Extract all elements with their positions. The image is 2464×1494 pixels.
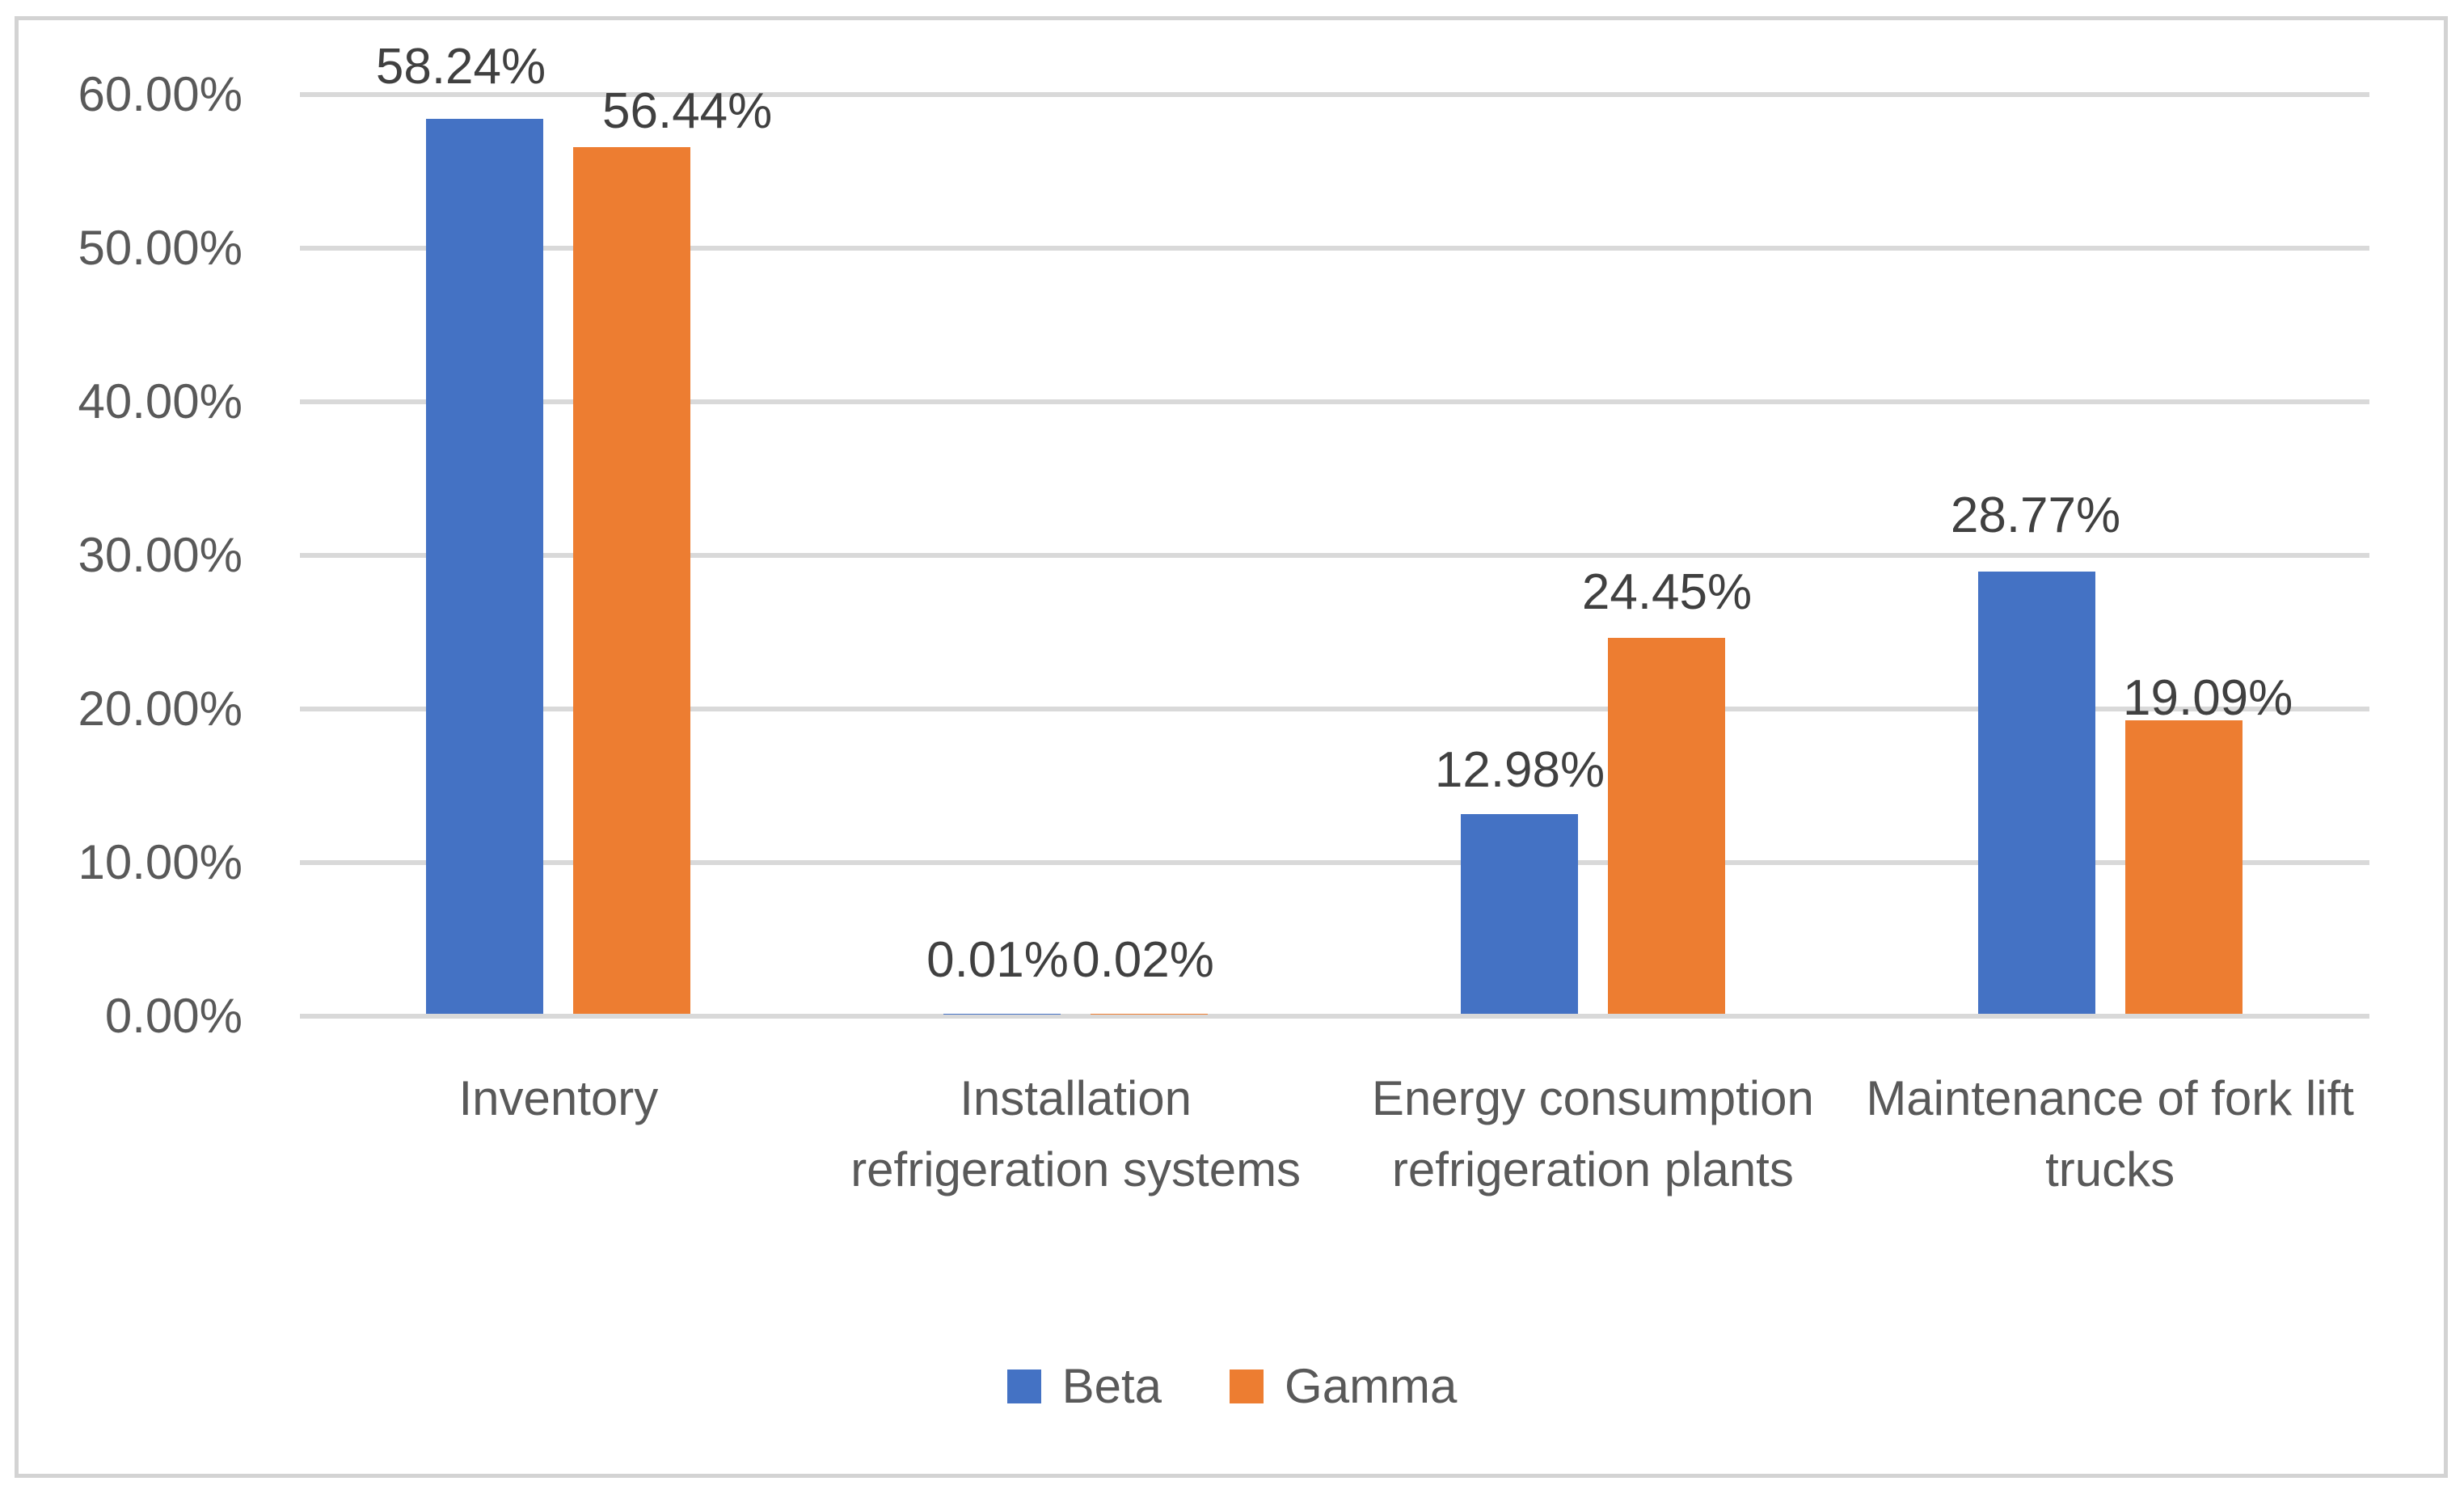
bar-gamma-4: [2124, 720, 2242, 1014]
y-axis-tick-label: 60.00%: [78, 67, 243, 121]
category-label: Installation refrigeration systems: [850, 1071, 1302, 1196]
legend-label: Beta: [1061, 1359, 1162, 1413]
category-label: Energy consumption refrigeration plants: [1371, 1071, 1814, 1196]
y-axis-tick-label: 10.00%: [78, 835, 243, 889]
bar-beta-3: [1460, 814, 1578, 1014]
data-label: 0.02%: [1072, 932, 1214, 988]
gridline: [300, 246, 2369, 251]
bar-gamma-1: [573, 146, 691, 1014]
bar-beta-1: [426, 119, 544, 1014]
category-label: Inventory: [458, 1071, 659, 1125]
gridline: [300, 399, 2369, 404]
y-axis-tick-label: 0.00%: [104, 989, 243, 1043]
data-label: 24.45%: [1581, 564, 1753, 620]
gridline: [300, 1014, 2369, 1019]
gridline: [300, 92, 2369, 97]
bar-gamma-3: [1607, 638, 1725, 1014]
legend-item-gamma: Gamma: [1230, 1357, 1457, 1416]
legend-item-beta: Beta: [1006, 1357, 1162, 1416]
y-axis-tick-label: 30.00%: [78, 528, 243, 582]
category-label: Maintenance of fork lift trucks: [1866, 1071, 2354, 1196]
legend-swatch-icon: [1230, 1370, 1264, 1403]
data-label: 28.77%: [1950, 487, 2121, 543]
y-axis-tick-label: 50.00%: [78, 221, 243, 275]
y-axis-tick-label: 40.00%: [78, 374, 243, 428]
data-label: 0.01%: [926, 932, 1069, 988]
data-label: 58.24%: [375, 39, 546, 95]
data-label: 19.09%: [2123, 670, 2293, 726]
legend-label: Gamma: [1285, 1359, 1458, 1413]
bar-beta-4: [1977, 572, 2095, 1014]
legend: Beta Gamma: [0, 1357, 2464, 1416]
legend-swatch-icon: [1006, 1370, 1041, 1403]
y-axis-tick-label: 20.00%: [78, 682, 243, 736]
data-label: 12.98%: [1434, 742, 1605, 798]
data-label: 56.44%: [602, 83, 773, 139]
gridline: [300, 860, 2369, 865]
gridline: [300, 707, 2369, 711]
gridline: [300, 553, 2369, 558]
